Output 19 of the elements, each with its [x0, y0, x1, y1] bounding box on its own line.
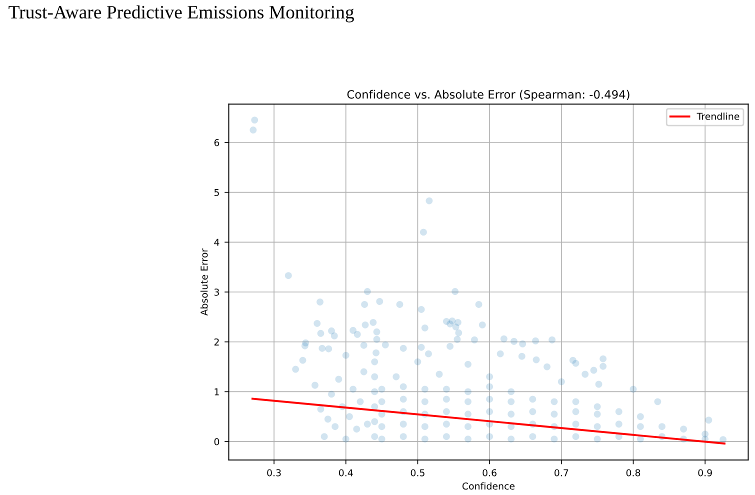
chart-subtitle: Confidence vs. Absolute Error (Spearman: -0.494)	[347, 90, 630, 101]
x-tick-label: 0.3	[267, 469, 281, 476]
legend-label: Trendline	[696, 112, 740, 120]
y-tick-label: 1	[214, 388, 219, 396]
y-tick-label: 3	[214, 288, 219, 296]
y-tick-label: 5	[214, 189, 219, 196]
x-axis-title: Confidence	[462, 482, 515, 490]
y-tick-label: 0	[214, 438, 220, 446]
x-tick-label: 0.5	[410, 469, 424, 476]
x-tick-label: 0.4	[338, 469, 353, 476]
y-tick-label: 6	[214, 139, 220, 146]
chart-title: Trust-Aware Predictive Emissions Monitoring	[8, 5, 354, 22]
y-tick-label: 4	[214, 238, 220, 246]
x-tick-label: 0.7	[554, 469, 568, 476]
x-tick-label: 0.6	[482, 469, 496, 476]
x-tick-label: 0.9	[698, 469, 712, 476]
y-tick-label: 2	[214, 338, 219, 346]
y-axis-title: Absolute Error	[200, 248, 208, 316]
x-tick-label: 0.8	[626, 469, 640, 476]
